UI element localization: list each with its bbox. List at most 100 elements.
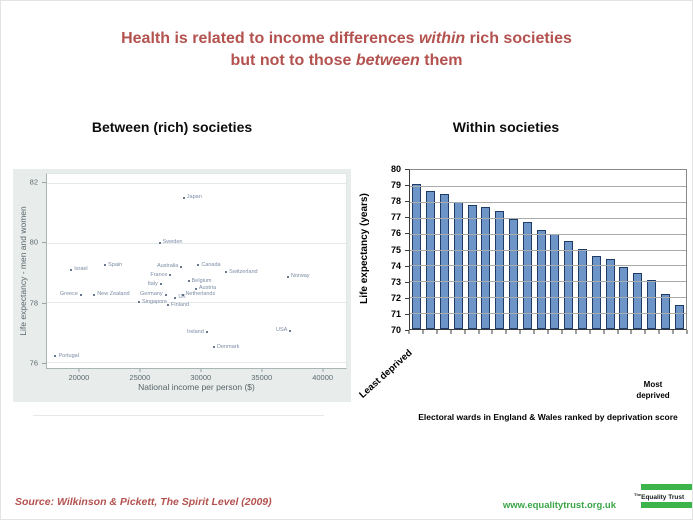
bar-gridline — [410, 313, 686, 315]
scatter-point-label: Greece — [59, 291, 78, 298]
scatter-y-tick — [42, 362, 46, 364]
bar-y-tick-label: 72 — [390, 292, 401, 303]
bar — [605, 259, 615, 329]
scatter-point-dot — [289, 329, 292, 332]
scatter-point-dot — [158, 241, 161, 244]
scatter-point-label: Ireland — [186, 328, 204, 335]
scatter-gridline — [47, 242, 346, 244]
bar — [660, 294, 670, 329]
scatter-point-label: Finland — [171, 301, 190, 308]
bar — [481, 206, 491, 329]
scatter-point-label: Italy — [147, 280, 158, 287]
bar-gridline — [410, 249, 686, 251]
scatter-point-dot — [93, 293, 96, 296]
scatter-point-label: Denmark — [217, 343, 240, 350]
scatter-x-tick — [139, 369, 141, 372]
bar-x-tick — [491, 330, 493, 334]
bar-slot — [520, 170, 534, 329]
scatter-gridline — [47, 362, 346, 364]
bar-x-tick — [644, 330, 646, 334]
scatter-point-dot — [169, 274, 172, 277]
bar-gridline — [410, 201, 686, 203]
scatter-y-tick-label: 82 — [29, 177, 38, 187]
bar-x-tick — [575, 330, 577, 334]
scatter-point-dot — [225, 271, 228, 274]
scatter-point-dot — [174, 296, 177, 299]
title-line-2: but not to those between them — [1, 50, 692, 72]
bar-slot — [534, 170, 548, 329]
scatter-x-axis-label: National income per person ($) — [138, 382, 255, 392]
bar-x-tick — [436, 330, 438, 334]
bar — [591, 255, 601, 329]
bar-slot — [645, 170, 659, 329]
title-line2-post: them — [419, 52, 463, 69]
website-link[interactable]: www.equalitytrust.org.uk — [502, 500, 616, 511]
scatter-point-label: Singapore — [142, 298, 168, 305]
bar — [674, 305, 684, 329]
title-line1-italic: within — [418, 30, 466, 47]
bar-slot — [658, 170, 672, 329]
scatter-point-dot — [286, 275, 289, 278]
scatter-y-tick-label: 76 — [29, 358, 38, 368]
bar-slot — [672, 170, 686, 329]
bar-gridline — [410, 265, 686, 267]
bar — [412, 184, 422, 329]
title-line-1: Health is related to income differences … — [1, 28, 692, 50]
bar-y-tick — [405, 281, 409, 283]
bar-slot — [589, 170, 603, 329]
scatter-x-tick-label: 20000 — [68, 373, 90, 382]
scatter-gridline — [47, 182, 346, 184]
bar-y-tick — [405, 249, 409, 251]
logo-text-prefix: The — [634, 492, 642, 497]
scatter-x-tick-label: 35000 — [251, 373, 273, 382]
scatter-point-label: Australia — [156, 263, 179, 270]
scatter-y-tick — [42, 182, 46, 184]
bar-slot — [493, 170, 507, 329]
bar-gridline — [410, 217, 686, 219]
bar-gridline — [410, 297, 686, 299]
bar-slot — [465, 170, 479, 329]
left-chart-title: Between (rich) societies — [91, 119, 253, 135]
scatter-point-dot — [180, 265, 183, 268]
scatter-x-tick — [261, 369, 263, 372]
scatter-point-label: Portugal — [58, 352, 79, 359]
scatter-y-tick-label: 78 — [29, 298, 38, 308]
bar-y-tick-label: 70 — [390, 325, 401, 335]
bar-y-tick-label: 74 — [390, 260, 401, 271]
scatter-x-tick — [78, 369, 80, 372]
bar-x-tick — [630, 330, 632, 334]
bar-slot — [576, 170, 590, 329]
slide-title: Health is related to income differences … — [1, 28, 692, 72]
bar-x-tick — [519, 330, 521, 334]
source-text: Source: Wilkinson & Pickett, The Spirit … — [15, 496, 272, 508]
bar-x-tick — [617, 330, 618, 334]
scatter-point-label: Austria — [198, 285, 217, 292]
scatter-chart: Life expectancy - men and women 76 78 80 82… — [13, 169, 351, 402]
title-line2-italic: between — [355, 52, 420, 69]
bar-x-tick — [589, 330, 591, 334]
scatter-point-dot — [164, 293, 167, 296]
scatter-point-label: Israel — [74, 266, 88, 272]
bar-gridline — [410, 185, 686, 187]
bar-y-tick-label: 77 — [390, 212, 401, 223]
bar — [564, 240, 574, 329]
bar-x-tick — [672, 330, 674, 334]
bar-y-axis-label: Life expectancy (years) — [359, 193, 370, 304]
bar — [536, 229, 546, 329]
scatter-x-tick-label: 30000 — [190, 373, 212, 382]
scatter-point-label: Belgium — [191, 277, 212, 284]
bar — [495, 210, 505, 329]
bar-x-tick — [686, 330, 688, 334]
bar-x-tick — [658, 330, 660, 334]
scatter-plot-area: Japan Sweden Israel Spain Australia Canada Swi… — [46, 173, 347, 369]
bar-x-tick — [450, 330, 452, 334]
bar-gridline — [410, 233, 686, 235]
scatter-point-dot — [197, 264, 200, 267]
logo-text: TheEquality Trust — [634, 490, 692, 502]
scatter-y-tick — [42, 242, 46, 244]
bar-slot — [438, 170, 452, 329]
scatter-point-label: Sweden — [162, 239, 183, 246]
scatter-point-dot — [187, 280, 190, 283]
bar-x-tick — [561, 330, 563, 334]
